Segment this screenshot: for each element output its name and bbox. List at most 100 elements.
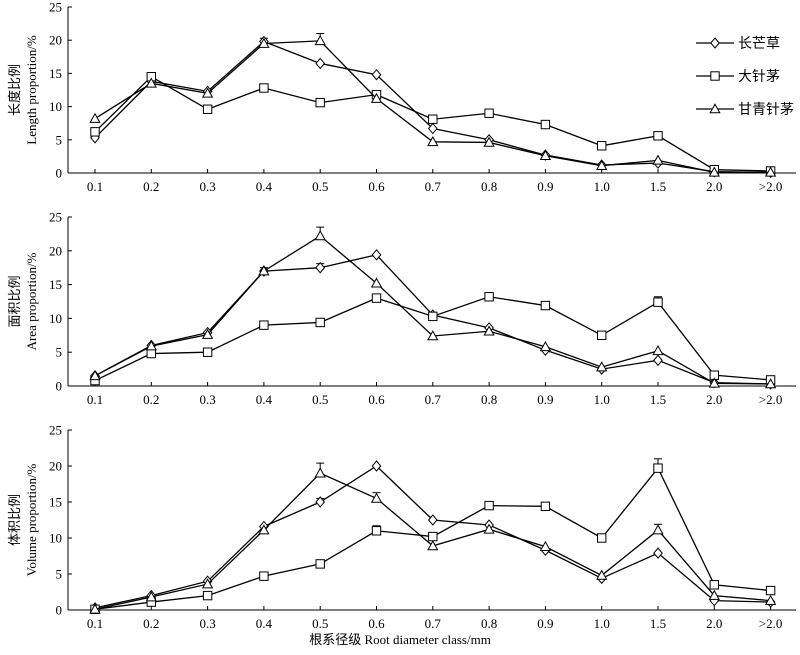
y-tick-label: 15 [49,66,62,81]
y-tick-label: 0 [56,603,63,618]
data-point [146,348,157,359]
y-tick-label: 25 [49,423,62,438]
data-point [370,492,383,503]
x-tick-label: 0.1 [87,392,103,407]
data-point [708,377,720,388]
x-tick-label: 0.8 [481,616,497,631]
data-point [427,135,439,147]
data-point [708,589,720,600]
data-point [484,500,494,511]
series-3 [89,462,777,614]
x-tick-label: 0.6 [368,616,385,631]
x-tick-label: 0.2 [143,179,159,194]
data-point [483,523,495,534]
legend-marker [709,103,721,114]
x-tick-label: >2.0 [759,616,783,631]
series-2 [90,72,776,176]
data-point [201,87,214,98]
panel-2: 0 5 10 15 20 25 0.1 0.2 0.3 0.4 0.5 0.6 0.7 0.8 0.9 1.0… [7,210,796,407]
x-tick-label: 0.6 [368,392,385,407]
data-point [202,104,213,114]
data-point [315,559,325,569]
data-point [765,585,776,596]
y-tick-label: 5 [56,345,63,360]
data-point [89,603,101,614]
data-point [652,524,664,535]
legend-label: 大针茅 [738,69,780,85]
y-tick-label: 15 [49,277,62,292]
legend-marker [710,71,720,81]
data-point [202,590,213,601]
data-point [371,68,382,81]
x-tick-label: 1.5 [650,179,666,194]
x-axis-label: 根系径级 Root diameter class/mm [309,632,491,647]
data-point [145,340,157,351]
data-point [653,463,663,473]
data-point [539,540,552,551]
data-point [314,467,326,478]
data-point [483,136,495,147]
x-tick-label: 2.0 [706,616,722,631]
legend-marker [710,37,720,49]
data-point [370,92,383,103]
x-tick-label: >2.0 [759,179,783,194]
data-point [315,496,326,508]
y-tick-label: 10 [49,99,62,114]
x-tick-label: 0.4 [256,616,273,631]
y-axis-label-en: Volume proportion/% [24,463,39,576]
data-point [540,300,551,311]
x-tick-label: 0.9 [537,179,553,194]
data-point [202,347,213,357]
x-tick-label: 0.4 [256,179,273,194]
x-tick-label: 0.2 [143,392,159,407]
data-point [653,131,663,141]
data-point [764,594,777,605]
data-point [315,97,325,108]
data-point [145,591,157,602]
y-tick-label: 10 [49,311,62,326]
x-tick-label: 0.9 [537,616,553,631]
data-point [371,249,382,261]
data-point [315,261,326,274]
x-tick-label: 0.7 [425,616,442,631]
x-tick-label: 1.5 [650,616,666,631]
data-point [427,514,438,526]
x-tick-label: 0.1 [87,179,103,194]
x-tick-label: 0.3 [199,179,215,194]
panel-3: 0 5 10 15 20 25 0.1 0.2 0.3 0.4 0.5 0.6 0.7 0.8 0.9 1.0… [7,423,796,631]
y-tick-label: 0 [56,379,63,394]
x-tick-label: 0.1 [87,616,103,631]
x-tick-label: 0.8 [481,179,497,194]
x-tick-label: 0.8 [481,392,497,407]
data-point [596,569,608,580]
data-point [371,293,382,303]
data-point [259,571,269,581]
data-point [709,580,719,590]
y-tick-label: 5 [56,132,63,147]
series-3 [89,226,777,389]
data-point [539,149,552,161]
y-tick-label: 20 [49,243,62,258]
data-point [653,297,663,307]
x-tick-label: 0.2 [143,616,159,631]
data-point [370,277,383,288]
y-tick-label: 10 [49,531,62,546]
data-point [258,265,270,276]
data-point [89,112,101,123]
data-point [371,526,382,536]
x-tick-label: 1.0 [594,616,610,631]
data-point [428,114,438,124]
data-point [259,320,269,330]
legend-label: 长芒草 [738,36,780,52]
data-point [201,578,214,589]
data-point [652,154,664,165]
y-axis-label-cn: 面积比例 [7,275,22,327]
x-tick-label: 2.0 [706,392,722,407]
data-point [764,166,777,177]
data-point [653,354,663,367]
x-tick-label: 0.3 [199,616,215,631]
x-tick-label: 2.0 [706,179,722,194]
x-tick-label: 0.7 [425,392,442,407]
